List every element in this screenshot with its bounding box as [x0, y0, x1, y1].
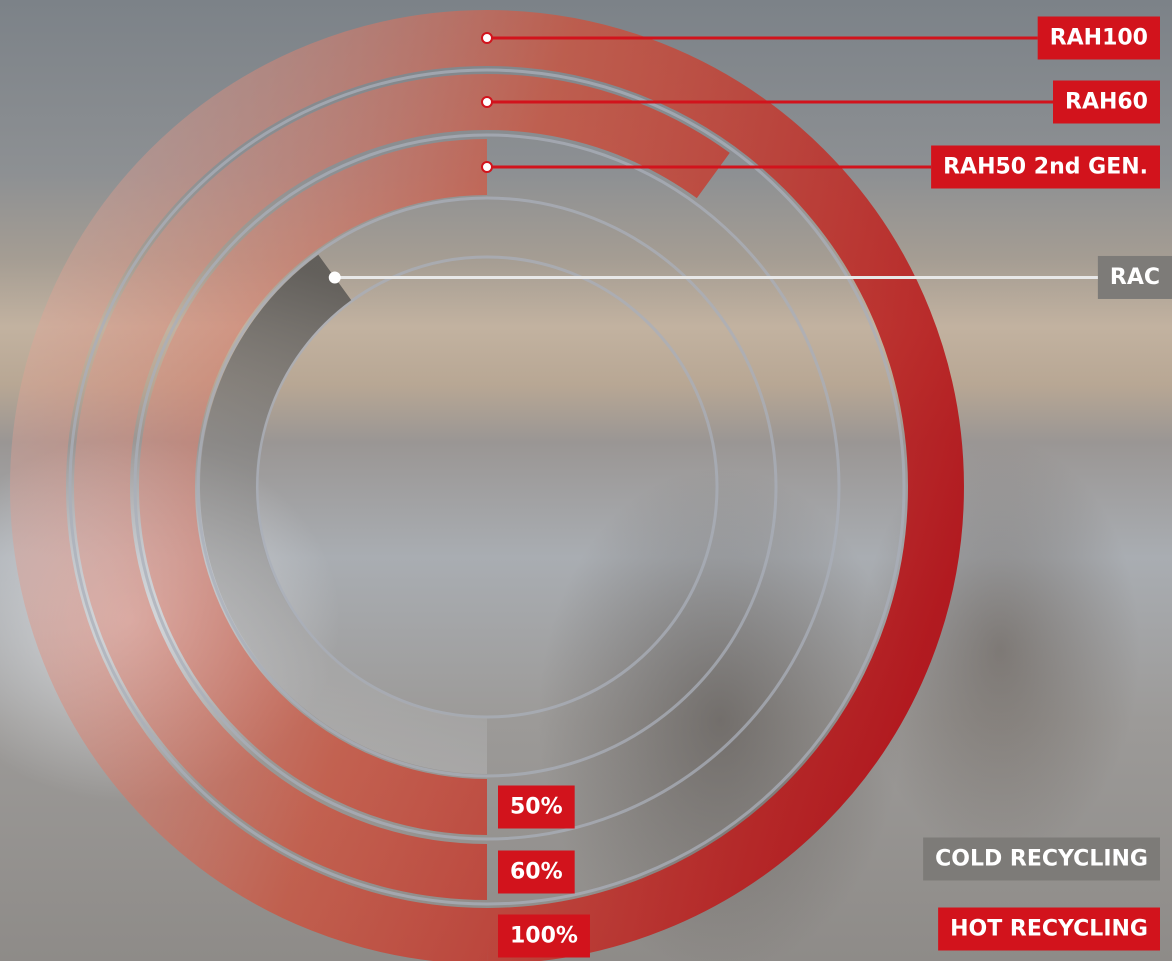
legend-label-box	[938, 907, 1160, 951]
connector-dot	[481, 96, 493, 108]
ring-separator	[255, 255, 719, 719]
value-label: 60%	[510, 860, 563, 885]
category-label-box	[1053, 80, 1160, 124]
radial-bar	[200, 254, 488, 774]
value-label-box	[498, 850, 575, 894]
category-label-box	[1097, 255, 1172, 299]
legend-label-box	[923, 837, 1160, 881]
legend-label: COLD RECYCLING	[935, 847, 1148, 872]
category-label: RAH50 2nd GEN.	[943, 155, 1148, 180]
value-label-box	[498, 914, 590, 958]
category-label-box	[1037, 16, 1160, 60]
ring-separator	[68, 68, 906, 906]
connector-dot	[481, 32, 493, 44]
radial-bar	[138, 138, 488, 835]
connector-dot	[328, 271, 341, 284]
legend-label: HOT RECYCLING	[950, 917, 1148, 942]
value-label: 100%	[510, 924, 578, 949]
category-label: RAH100	[1050, 26, 1148, 51]
labels: RAH100 100% RAH60 60% RAH50 2nd GEN. 50% RAC CO…	[328, 16, 1172, 958]
category-label: RAH60	[1065, 90, 1148, 115]
ring-separator	[196, 196, 778, 778]
value-label-box	[498, 785, 575, 829]
connector-dot	[481, 161, 493, 173]
category-label-box	[931, 145, 1160, 189]
ring-separator	[133, 133, 841, 841]
value-label: 50%	[510, 795, 563, 820]
category-label: RAC	[1110, 265, 1160, 290]
